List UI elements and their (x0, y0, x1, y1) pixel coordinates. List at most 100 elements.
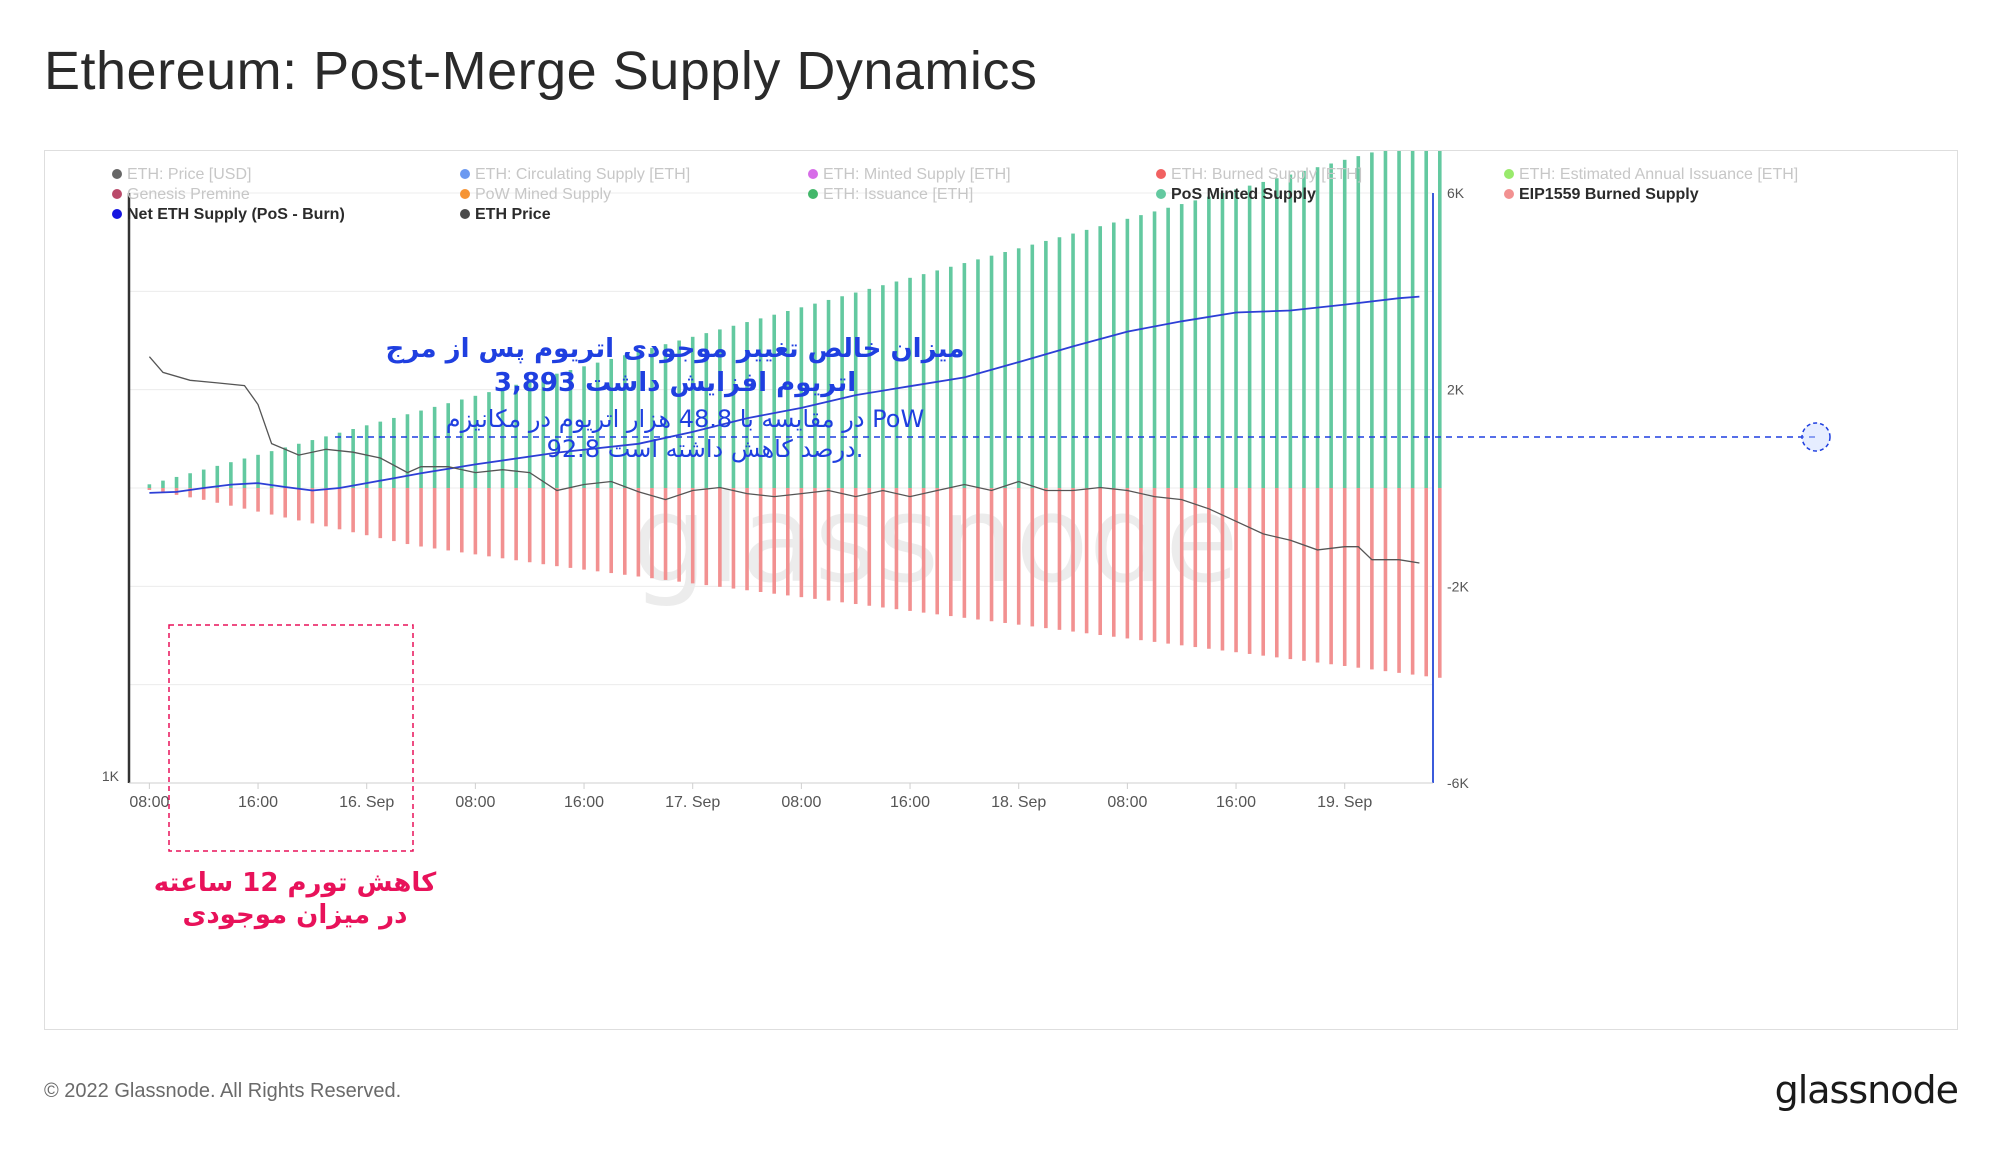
legend: ETH: Price [USD] ETH: Circulating Supply … (112, 166, 1798, 223)
x-tick-label: 08:00 (1107, 794, 1147, 811)
legend-label: ETH: Minted Supply [ETH] (823, 166, 1011, 183)
pos-minted-bar (894, 281, 899, 488)
eip1559-burned-bar (147, 488, 152, 490)
pos-minted-bar (432, 406, 437, 488)
pos-minted-bar (1288, 174, 1293, 488)
supply-dynamics-chart[interactable]: glassnode 08:00 16:00 16. Sep 08:00 16:00 17.… (45, 151, 1957, 1029)
eip1559-burned-bar (1220, 488, 1225, 651)
eip1559-burned-bar (1016, 488, 1021, 625)
pos-minted-bar (405, 414, 410, 488)
legend-dot (112, 189, 122, 199)
pos-minted-bar (1030, 244, 1035, 488)
eip1559-burned-bar (1288, 488, 1293, 660)
pos-minted-bar (1234, 189, 1238, 488)
pos-minted-bar (718, 329, 722, 488)
eip1559-burned-bar (745, 488, 749, 591)
pos-minted-bar (1397, 151, 1401, 488)
pos-minted-bar (269, 451, 274, 488)
eip1559-burned-bar (1329, 488, 1333, 665)
eip1559-burned-bar (161, 488, 165, 493)
pos-minted-bar (1247, 185, 1252, 488)
eip1559-burned-bar (405, 488, 410, 545)
eip1559-burned-bar (1383, 488, 1388, 672)
legend-item-pos-minted-supply[interactable]: PoS Minted Supply (1156, 186, 1316, 203)
pos-minted-bar (1152, 211, 1157, 488)
eip1559-burned-bar (555, 488, 559, 567)
legend-dot (112, 169, 122, 179)
eip1559-burned-bar (283, 488, 288, 518)
x-tick-label: 16:00 (238, 794, 278, 811)
pos-minted-bar (1437, 151, 1442, 488)
pos-minted-bar (324, 436, 328, 488)
lines (148, 295, 1420, 564)
pos-minted-bar (758, 318, 763, 488)
eip1559-burned-bar (527, 488, 532, 563)
x-tick-label: 08:00 (455, 794, 495, 811)
legend-dot (1504, 169, 1514, 179)
eip1559-burned-bar (1261, 488, 1266, 656)
legend-label: ETH Price (475, 206, 551, 223)
eip1559-burned-bar (242, 488, 247, 509)
pos-minted-bar (609, 358, 614, 488)
pos-minted-bar (201, 469, 206, 488)
eip1559-burned-bar (731, 488, 736, 589)
eip1559-burned-bar (1193, 488, 1198, 648)
legend-item-eip1559-burned-supply[interactable]: EIP1559 Burned Supply (1504, 186, 1699, 203)
eip1559-burned-bar (785, 488, 790, 596)
eip1559-burned-bar (935, 488, 940, 615)
pos-minted-bar (378, 421, 383, 488)
eip1559-burned-bar (215, 488, 220, 503)
pos-minted-bar (1329, 163, 1333, 488)
eip1559-burned-bar (1125, 488, 1130, 639)
pos-minted-bar (582, 366, 586, 488)
legend-item-eth-circulating-supply-eth[interactable]: ETH: Circulating Supply [ETH] (460, 166, 690, 183)
eip1559-burned-bar (324, 488, 328, 527)
pos-minted-bar (813, 303, 817, 488)
pos-minted-bar (364, 425, 369, 488)
pos-minted-bar (1342, 159, 1347, 488)
legend-item-genesis-premine[interactable]: Genesis Premine (112, 186, 250, 203)
eip1559-burned-bar (1003, 488, 1007, 623)
eip1559-burned-bar (500, 488, 505, 559)
pos-minted-bar (1098, 226, 1103, 488)
x-tick-label: 16:00 (1216, 794, 1256, 811)
pos-minted-bar (826, 299, 831, 488)
eip1559-burned-bar (908, 488, 912, 611)
pos-minted-bar (1179, 204, 1184, 488)
legend-item-net-eth-supply-pos-burn[interactable]: Net ETH Supply (PoS - Burn) (112, 206, 345, 223)
legend-item-eth-price[interactable]: ETH Price (460, 206, 551, 223)
glassnode-logo[interactable]: glassnode (1774, 1068, 1959, 1112)
pos-minted-bar (459, 399, 464, 488)
legend-item-pow-mined-supply[interactable]: PoW Mined Supply (460, 186, 611, 203)
pos-minted-bar (1125, 218, 1130, 488)
net-change-marker (1801, 422, 1831, 452)
pos-minted-bar (1383, 151, 1388, 488)
legend-item-eth-price-usd[interactable]: ETH: Price [USD] (112, 166, 251, 183)
legend-dot (460, 189, 470, 199)
eip1559-burned-bar (446, 488, 451, 551)
pos-minted-bar (1207, 196, 1211, 488)
gridlines (129, 192, 1433, 686)
eip1559-burned-bar (188, 488, 192, 498)
pos-minted-bar (188, 473, 192, 488)
eip1559-burned-bar (948, 488, 953, 617)
chart-frame: glassnode 08:00 16:00 16. Sep 08:00 16:00 17.… (44, 150, 1958, 1030)
eip1559-burned-bar (296, 488, 301, 521)
annotation-inflation-line1: کاهش تورم 12 ساعته (154, 868, 437, 898)
eip1559-burned-bar (690, 488, 695, 584)
legend-item-eth-estimated-annual-issuance-eth[interactable]: ETH: Estimated Annual Issuance [ETH] (1504, 166, 1798, 183)
pos-minted-bar (351, 429, 355, 488)
pos-minted-bar (446, 403, 451, 488)
legend-item-eth-issuance-eth[interactable]: ETH: Issuance [ETH] (808, 186, 973, 203)
right-y-tick-label: -6K (1447, 775, 1469, 791)
pos-minted-bar (677, 340, 681, 488)
left-y-tick-label: 1K (102, 768, 120, 784)
legend-item-eth-minted-supply-eth[interactable]: ETH: Minted Supply [ETH] (808, 166, 1011, 183)
legend-item-eth-burned-supply-eth[interactable]: ETH: Burned Supply [ETH] (1156, 166, 1362, 183)
eip1559-burned-bar (799, 488, 804, 598)
pos-minted-bar (174, 476, 179, 488)
pos-minted-bar (1370, 152, 1374, 488)
eip1559-burned-bar (1247, 488, 1252, 654)
eip1559-burned-bar (392, 488, 396, 542)
pos-minted-bar (541, 377, 546, 488)
